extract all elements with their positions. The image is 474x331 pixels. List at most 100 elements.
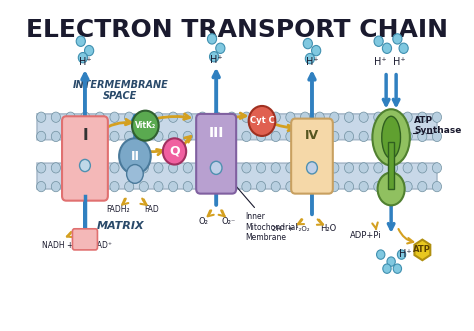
Text: III: III [209, 126, 224, 140]
Circle shape [66, 163, 75, 173]
Circle shape [286, 163, 295, 173]
Circle shape [198, 181, 207, 192]
Circle shape [66, 181, 75, 192]
Circle shape [66, 131, 75, 142]
Circle shape [132, 111, 159, 141]
Circle shape [210, 161, 222, 174]
Circle shape [169, 131, 178, 142]
Text: MATRIX: MATRIX [97, 221, 144, 231]
Circle shape [242, 163, 251, 173]
Ellipse shape [378, 172, 405, 205]
Circle shape [198, 131, 207, 142]
Circle shape [36, 181, 46, 192]
Text: INTERMEMBRANE
SPACE: INTERMEMBRANE SPACE [73, 80, 168, 101]
Circle shape [286, 112, 295, 122]
Circle shape [374, 181, 383, 192]
Circle shape [271, 131, 280, 142]
Text: H⁺: H⁺ [306, 57, 319, 67]
Circle shape [374, 112, 383, 122]
FancyBboxPatch shape [62, 116, 108, 201]
Circle shape [403, 112, 412, 122]
Circle shape [403, 181, 412, 192]
Text: Q: Q [169, 145, 180, 158]
Circle shape [376, 250, 385, 259]
Circle shape [301, 131, 310, 142]
Circle shape [315, 181, 324, 192]
FancyBboxPatch shape [291, 118, 333, 194]
Circle shape [81, 163, 90, 173]
Circle shape [249, 106, 275, 136]
Circle shape [95, 181, 104, 192]
Circle shape [418, 181, 427, 192]
Circle shape [227, 112, 237, 122]
Text: FADH₂: FADH₂ [107, 206, 130, 214]
Circle shape [305, 53, 314, 64]
Circle shape [212, 163, 222, 173]
Circle shape [330, 131, 339, 142]
Circle shape [51, 131, 61, 142]
Circle shape [183, 163, 192, 173]
FancyBboxPatch shape [388, 142, 394, 189]
Circle shape [227, 181, 237, 192]
Text: ADP+Pi: ADP+Pi [350, 231, 382, 240]
Circle shape [66, 112, 75, 122]
Circle shape [374, 163, 383, 173]
Text: H⁺: H⁺ [374, 57, 387, 67]
Circle shape [383, 264, 391, 273]
Circle shape [154, 163, 163, 173]
Circle shape [301, 181, 310, 192]
Circle shape [36, 131, 46, 142]
Circle shape [393, 264, 401, 273]
Circle shape [311, 45, 321, 56]
Circle shape [212, 181, 222, 192]
Circle shape [256, 163, 265, 173]
Circle shape [256, 131, 265, 142]
Circle shape [345, 112, 354, 122]
Circle shape [84, 45, 94, 56]
Circle shape [198, 112, 207, 122]
Circle shape [139, 112, 148, 122]
Circle shape [95, 112, 104, 122]
Circle shape [51, 112, 61, 122]
Circle shape [307, 162, 318, 174]
Text: H₂O: H₂O [320, 224, 337, 233]
Circle shape [95, 131, 104, 142]
Circle shape [242, 112, 251, 122]
Circle shape [432, 112, 442, 122]
Text: Inner
Mitochondrial
Membrane: Inner Mitochondrial Membrane [219, 166, 298, 242]
Circle shape [76, 36, 85, 46]
Circle shape [216, 43, 225, 53]
Polygon shape [414, 240, 430, 260]
Circle shape [169, 181, 178, 192]
Circle shape [36, 112, 46, 122]
Circle shape [212, 112, 222, 122]
Circle shape [432, 131, 442, 142]
Circle shape [345, 131, 354, 142]
Circle shape [388, 181, 398, 192]
Circle shape [81, 112, 90, 122]
Circle shape [119, 138, 151, 174]
Circle shape [242, 181, 251, 192]
Text: FAD: FAD [144, 206, 159, 214]
FancyBboxPatch shape [37, 163, 437, 189]
Text: NADH + H⁺: NADH + H⁺ [42, 241, 86, 250]
Circle shape [432, 163, 442, 173]
Circle shape [418, 131, 427, 142]
Circle shape [127, 165, 143, 183]
FancyBboxPatch shape [73, 229, 98, 250]
Circle shape [139, 163, 148, 173]
Circle shape [81, 181, 90, 192]
Circle shape [81, 131, 90, 142]
Circle shape [315, 163, 324, 173]
Circle shape [125, 163, 134, 173]
Circle shape [301, 112, 310, 122]
Circle shape [345, 163, 354, 173]
Circle shape [169, 112, 178, 122]
Circle shape [110, 181, 119, 192]
Circle shape [271, 181, 280, 192]
Circle shape [183, 131, 192, 142]
Text: I: I [82, 127, 88, 143]
Circle shape [125, 112, 134, 122]
Circle shape [110, 112, 119, 122]
Circle shape [403, 163, 412, 173]
